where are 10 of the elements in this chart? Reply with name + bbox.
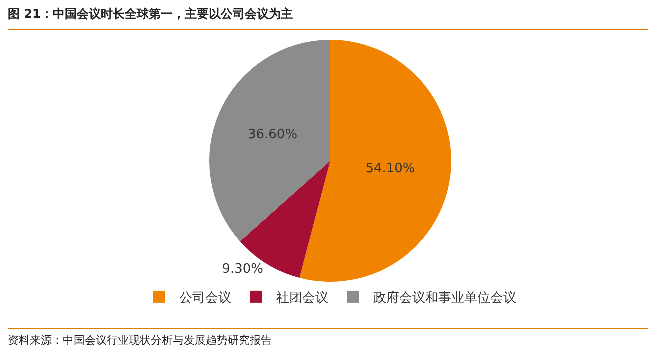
legend-label: 政府会议和事业单位会议 [374,290,516,306]
pie-slice [210,40,330,242]
data-label: 54.10% [366,161,416,176]
data-label: 9.30% [222,262,264,278]
text: 资料来源：中国会议行业现状分析与发展趋势研究报告 [8,328,648,348]
data-label: 36.60% [248,128,298,143]
legend-label: 社团会议 [276,291,328,306]
legend-label: 公司会议 [180,291,232,306]
pie-slice [300,40,452,282]
chart-title: 图 21：中国会议时长全球第一，主要以公司会议为主 [8,6,648,30]
